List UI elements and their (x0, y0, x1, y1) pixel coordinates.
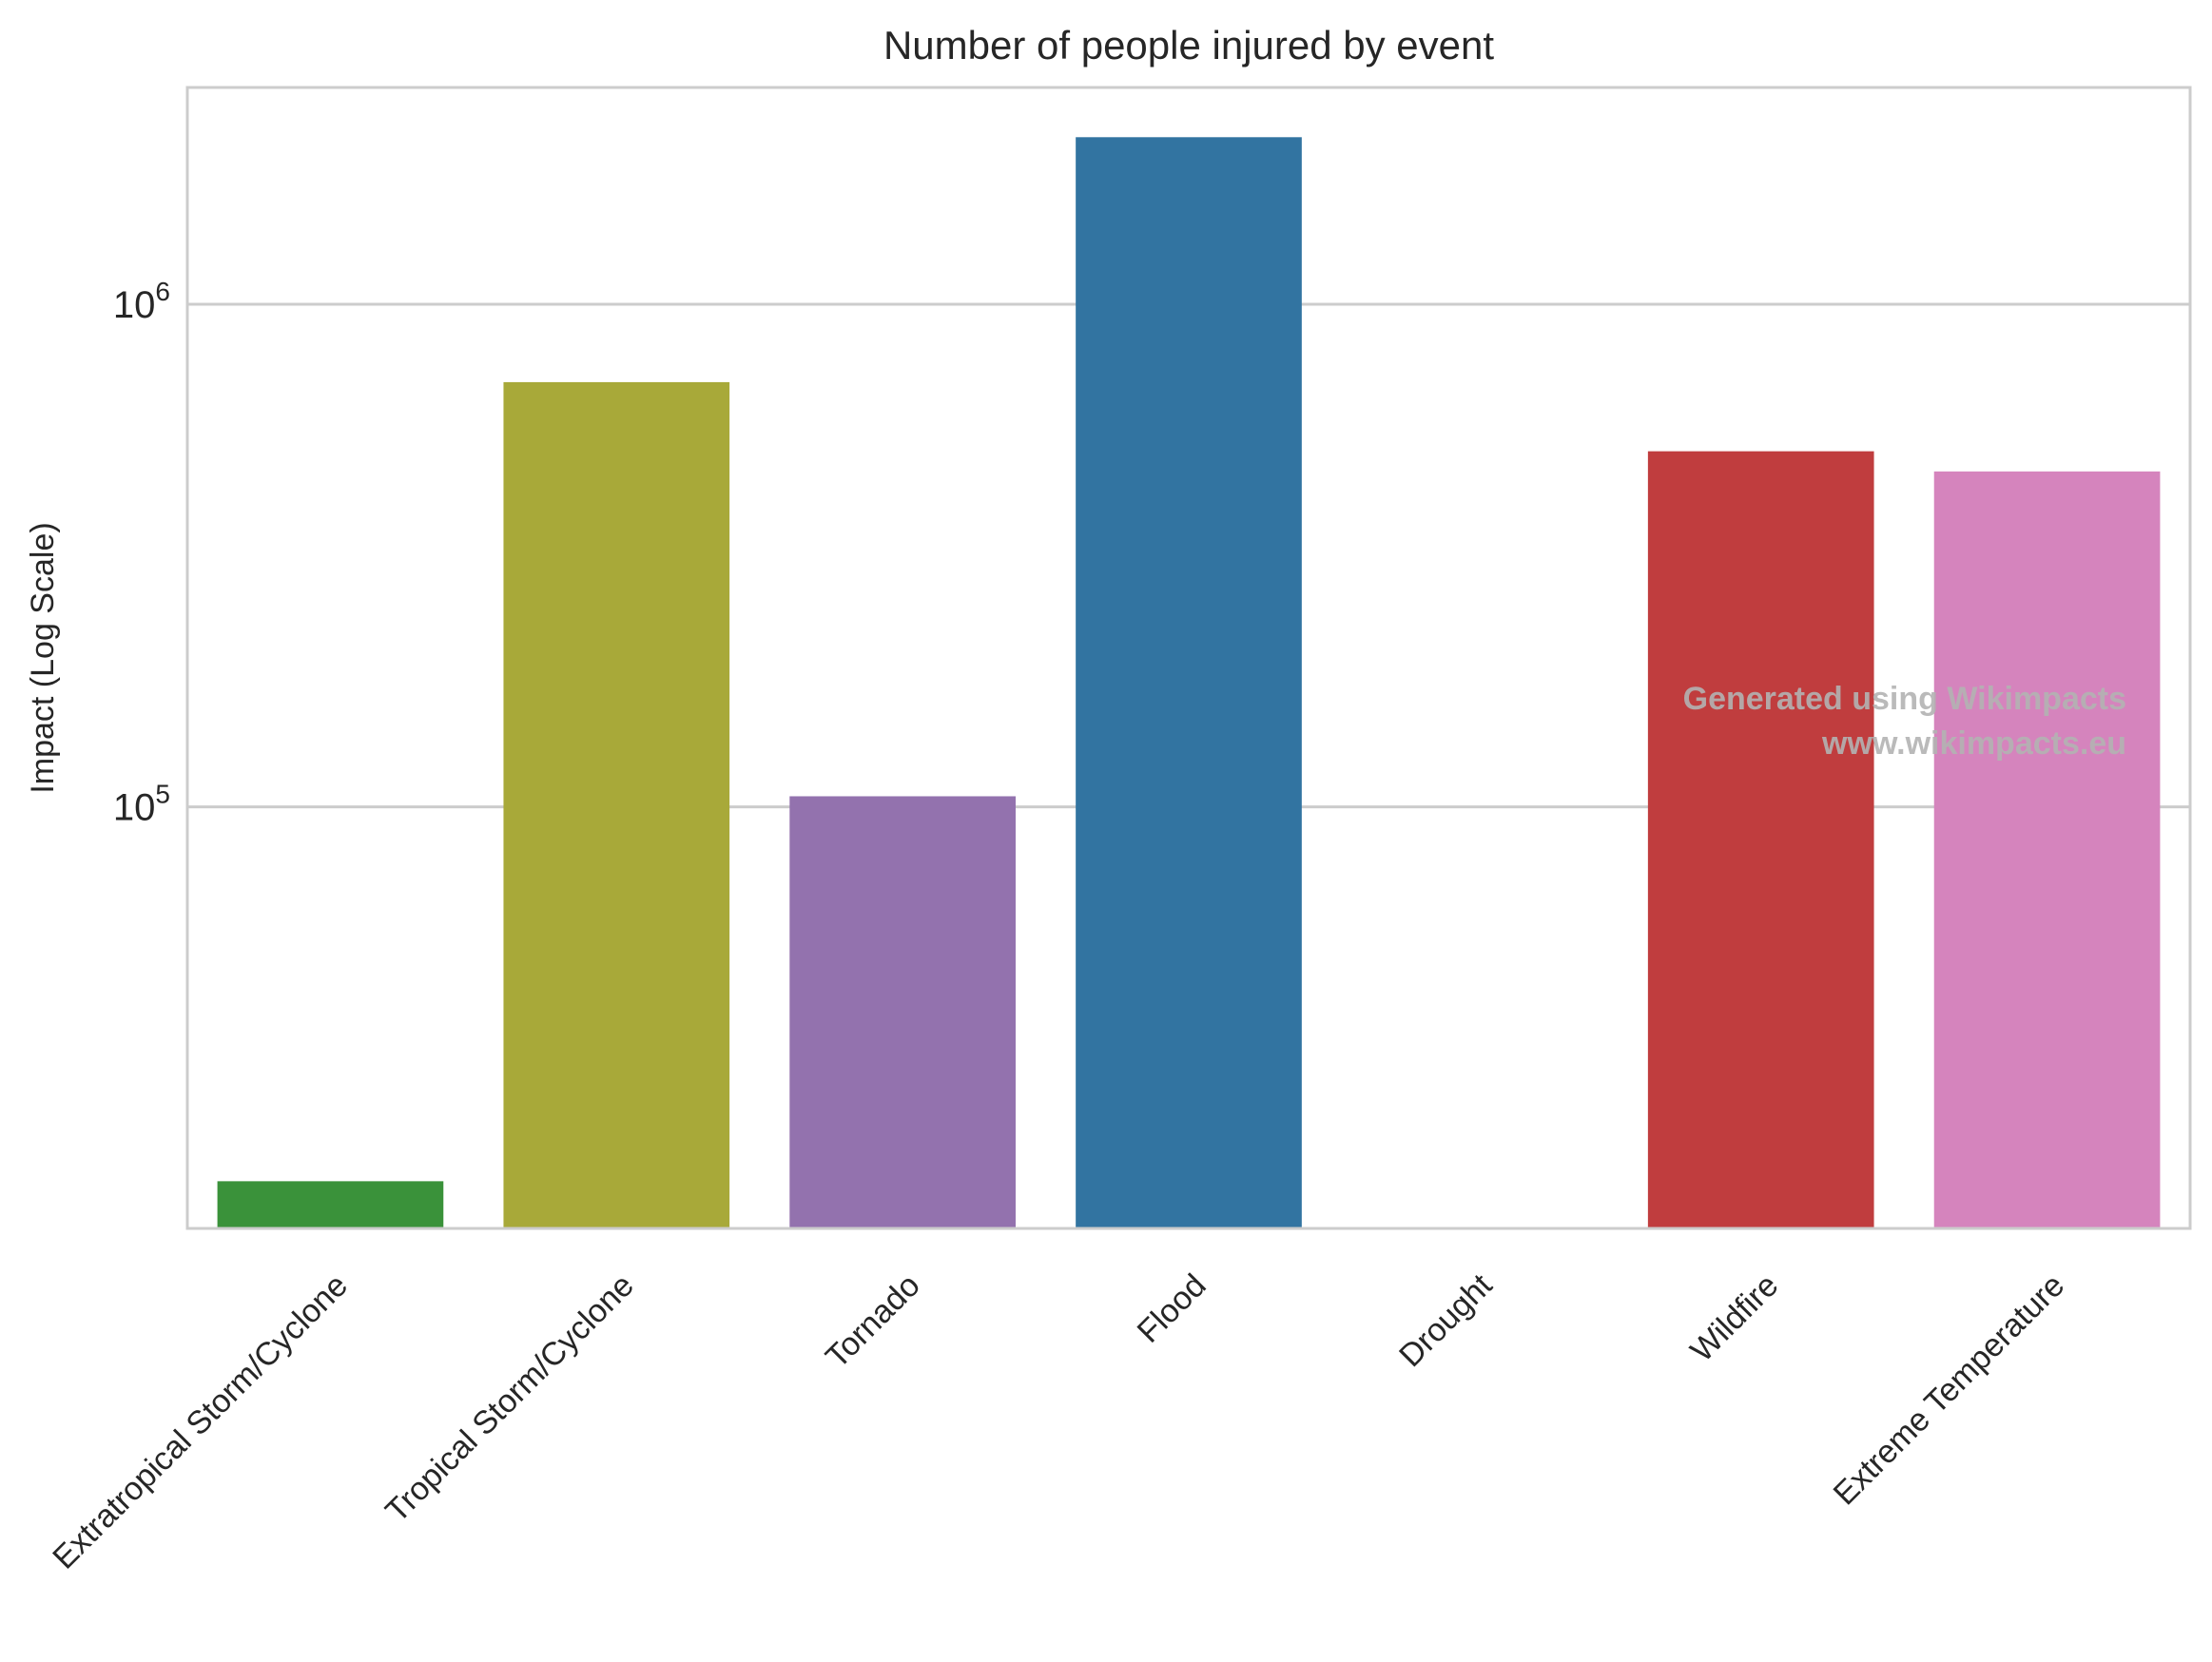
y-tick-label-1: 106 (113, 277, 170, 326)
bar-2 (789, 796, 1016, 1228)
bar-0 (217, 1181, 444, 1228)
bar-6 (1933, 471, 2161, 1228)
bar-1 (503, 381, 730, 1228)
y-tick-label-0: 105 (113, 780, 170, 829)
bar-3 (1076, 137, 1302, 1228)
watermark-line-1: Generated using Wikimpacts (1683, 681, 2126, 717)
watermark-line-2: www.wikimpacts.eu (1821, 725, 2126, 762)
bar-5 (1647, 451, 1874, 1228)
watermark: Generated using Wikimpacts www.wikimpact… (1683, 681, 2126, 762)
bars (217, 137, 2161, 1228)
y-axis-label: Impact (Log Scale) (25, 522, 61, 793)
chart-title: Number of people injured by event (883, 23, 1494, 68)
y-tick-labels: 105 106 (113, 277, 170, 829)
plot-frame (185, 86, 2192, 1230)
